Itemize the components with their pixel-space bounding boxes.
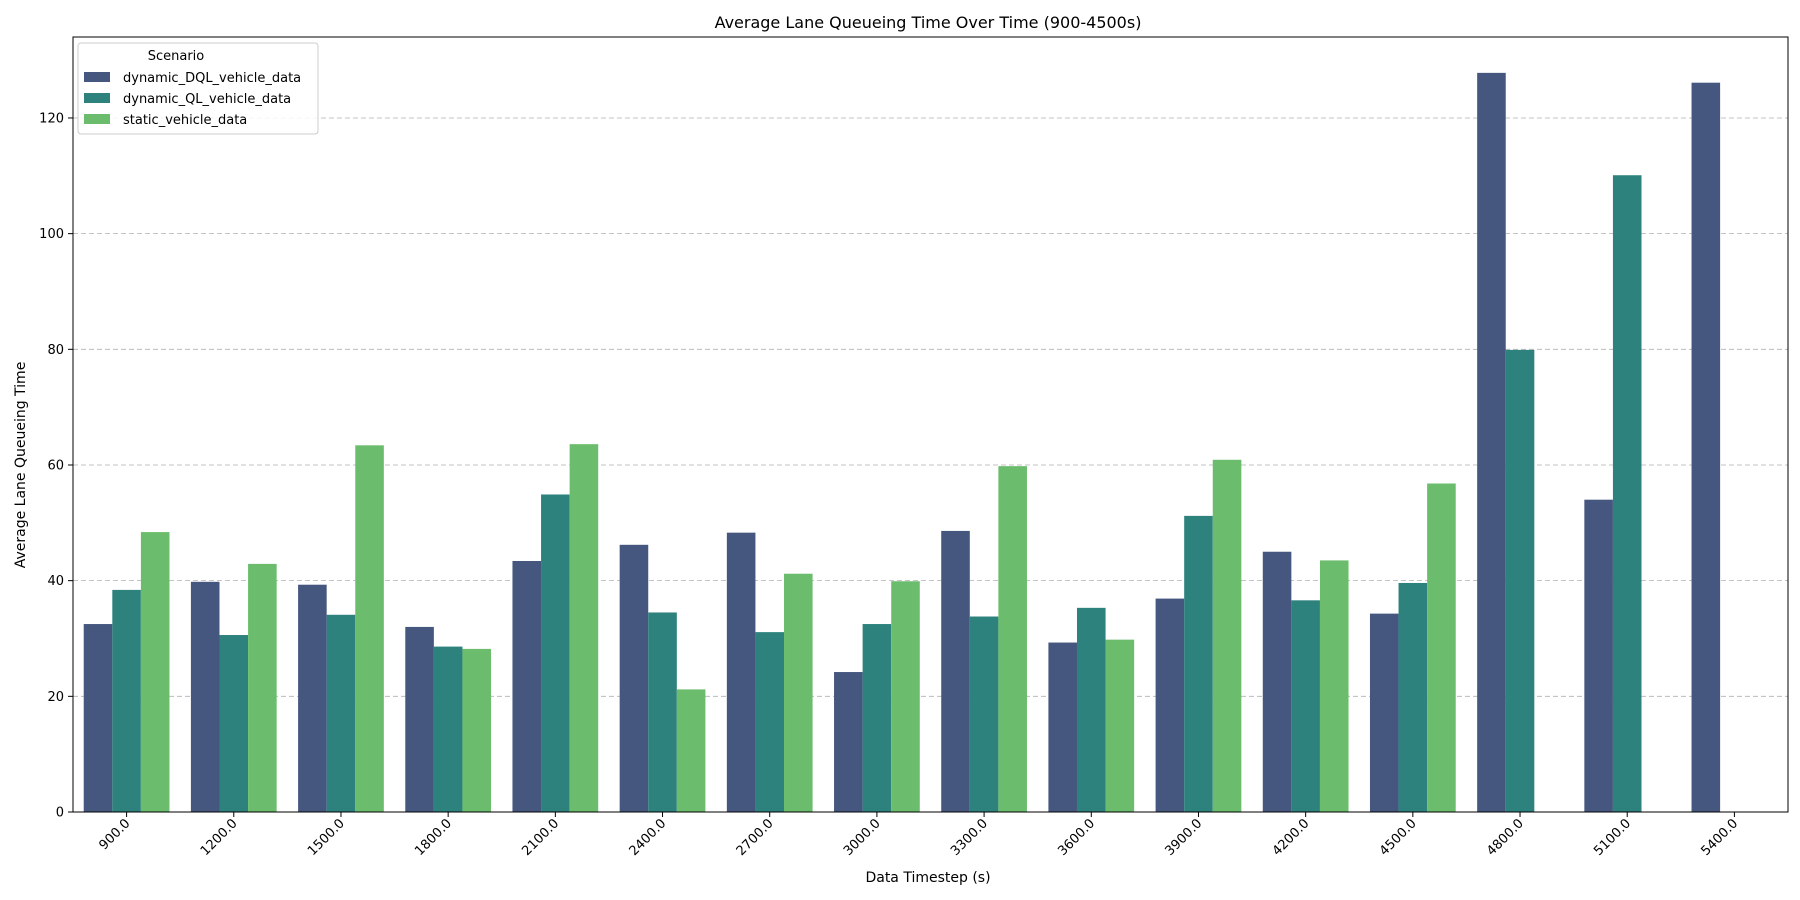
x-tick-label: 2400.0	[627, 816, 670, 859]
bar	[1155, 598, 1185, 812]
bar	[726, 532, 756, 812]
x-tick-label: 1200.0	[198, 816, 241, 859]
bar	[619, 544, 649, 812]
bar	[326, 614, 356, 812]
x-tick-label: 4200.0	[1270, 816, 1313, 859]
legend-swatch	[84, 114, 110, 124]
x-tick-label: 3600.0	[1055, 816, 1098, 859]
bars	[83, 72, 1721, 813]
y-tick-label: 80	[47, 343, 64, 358]
x-tick-label: 3300.0	[948, 816, 991, 859]
bar	[1212, 459, 1242, 812]
y-tick-label: 100	[39, 227, 64, 242]
legend-swatch	[84, 93, 110, 103]
y-tick-label: 40	[47, 574, 64, 589]
x-tick-label: 5400.0	[1698, 816, 1741, 859]
x-tick-label: 1500.0	[305, 816, 348, 859]
bar	[248, 563, 277, 812]
bar	[1291, 600, 1320, 812]
bar	[1076, 607, 1106, 812]
bar	[1048, 642, 1077, 812]
x-tick-label: 2100.0	[519, 816, 562, 859]
legend-swatch	[84, 72, 110, 82]
bar	[1262, 551, 1292, 812]
bar	[355, 445, 384, 812]
bar	[462, 648, 492, 812]
legend: Scenario dynamic_DQL_vehicle_data dynamic_…	[77, 42, 319, 135]
bar	[784, 573, 813, 812]
legend-box	[77, 42, 319, 135]
y-tick-label: 60	[47, 458, 64, 473]
bar	[998, 466, 1027, 812]
bar	[834, 672, 863, 812]
bar	[298, 584, 327, 812]
bar	[541, 494, 570, 812]
chart-title: Average Lane Queueing Time Over Time (90…	[715, 13, 1142, 32]
x-tick-label: 5100.0	[1591, 816, 1634, 859]
bar	[190, 581, 220, 812]
y-tick-label: 120	[39, 111, 64, 126]
bar	[676, 689, 706, 812]
bar	[1105, 639, 1135, 812]
bar	[891, 581, 920, 812]
bar	[83, 624, 113, 812]
x-axis-title: Data Timestep (s)	[865, 870, 990, 886]
bar	[1369, 613, 1399, 812]
bar	[112, 589, 141, 812]
bar	[648, 612, 677, 812]
bar	[1612, 175, 1642, 813]
bar	[1319, 560, 1349, 812]
legend-label: dynamic_QL_vehicle_data	[123, 92, 291, 107]
y-axis-title: Average Lane Queueing Time	[13, 362, 29, 569]
bar	[1427, 483, 1456, 812]
x-tick-label: 3900.0	[1163, 816, 1206, 859]
bar	[1584, 499, 1613, 812]
bar	[969, 616, 999, 812]
bar	[405, 626, 434, 812]
x-tick-label: 2700.0	[734, 816, 777, 859]
bar	[512, 560, 542, 812]
bar	[433, 646, 463, 812]
gridlines	[73, 117, 1788, 697]
axes	[72, 36, 1789, 813]
bar	[862, 624, 892, 812]
bar	[1398, 582, 1428, 812]
x-tick-label: 3000.0	[841, 816, 884, 859]
bar	[569, 444, 599, 812]
bar	[1477, 72, 1506, 812]
y-tick-label: 0	[56, 806, 64, 821]
x-tick-label: 4800.0	[1484, 816, 1527, 859]
y-tick-label: 20	[47, 690, 64, 705]
bar	[219, 635, 249, 812]
x-tick-label: 1800.0	[412, 816, 455, 859]
x-tick-label: 4500.0	[1377, 816, 1420, 859]
legend-label: dynamic_DQL_vehicle_data	[123, 71, 301, 86]
bar	[755, 632, 785, 812]
bar	[1184, 515, 1213, 812]
plot-frame	[72, 36, 1789, 813]
x-tick-label: 900.0	[96, 816, 133, 853]
bar	[1691, 82, 1721, 812]
legend-title: Scenario	[148, 49, 205, 64]
bar	[140, 532, 170, 812]
legend-label: static_vehicle_data	[123, 113, 247, 128]
bar	[1505, 349, 1535, 812]
bar	[941, 530, 970, 812]
